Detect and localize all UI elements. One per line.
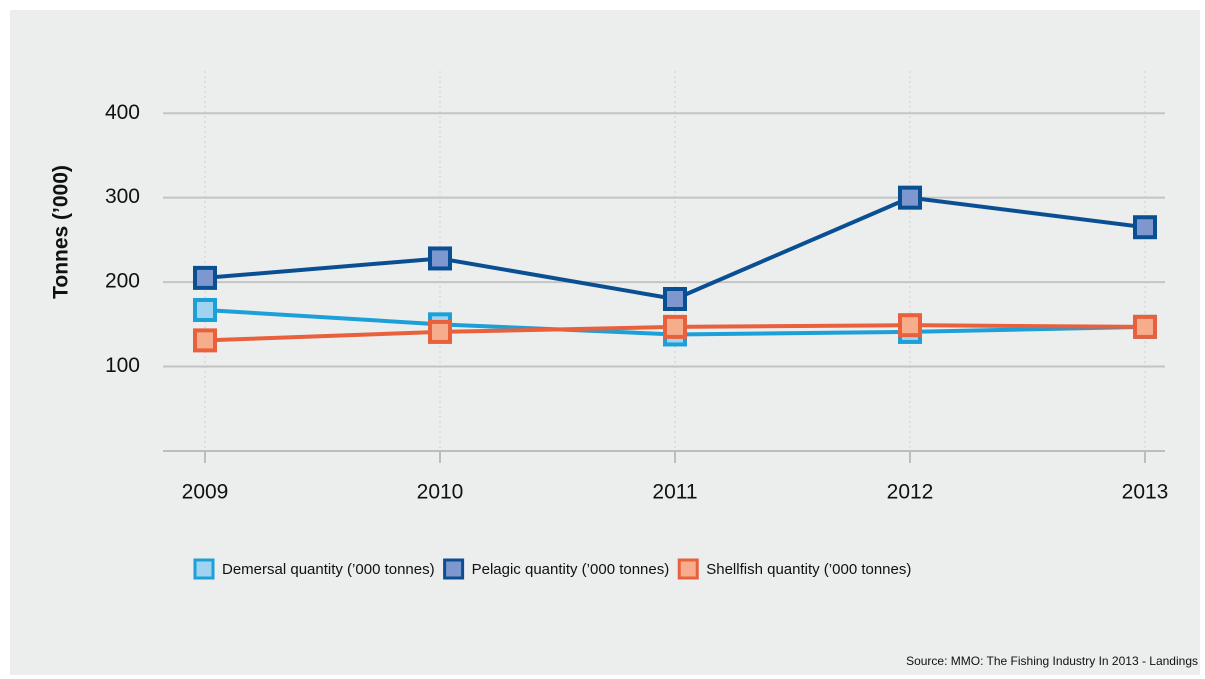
legend-swatch	[677, 558, 699, 580]
data-point	[193, 328, 217, 353]
data-point	[663, 314, 687, 339]
data-point	[193, 265, 217, 290]
data-point	[1133, 215, 1157, 240]
x-tick-label: 2010	[417, 481, 464, 504]
legend-label: Demersal quantity (’000 tonnes)	[222, 561, 435, 578]
y-tick-label: 400	[105, 101, 140, 124]
y-tick-label: 100	[105, 354, 140, 377]
x-tick-label: 2012	[887, 481, 934, 504]
y-tick-label: 200	[105, 270, 140, 293]
legend-swatch	[443, 558, 465, 580]
data-point	[663, 287, 687, 311]
legend-swatch	[193, 558, 215, 580]
data-point	[193, 297, 217, 322]
x-tick-label: 2013	[1122, 481, 1169, 504]
x-tick-label: 2009	[182, 481, 229, 504]
x-tick-label: 2011	[652, 481, 697, 504]
data-point	[898, 185, 922, 210]
source-note: Source: MMO: The Fishing Industry In 201…	[906, 654, 1198, 668]
legend-label: Pelagic quantity (’000 tonnes)	[472, 561, 670, 578]
data-point	[428, 246, 452, 271]
legend-label: Shellfish quantity (’000 tonnes)	[706, 561, 911, 578]
data-point	[898, 313, 922, 338]
y-tick-label: 300	[105, 185, 140, 208]
data-point	[1133, 314, 1157, 339]
data-point	[428, 319, 452, 344]
y-axis-label: Tonnes (’000)	[50, 165, 73, 299]
